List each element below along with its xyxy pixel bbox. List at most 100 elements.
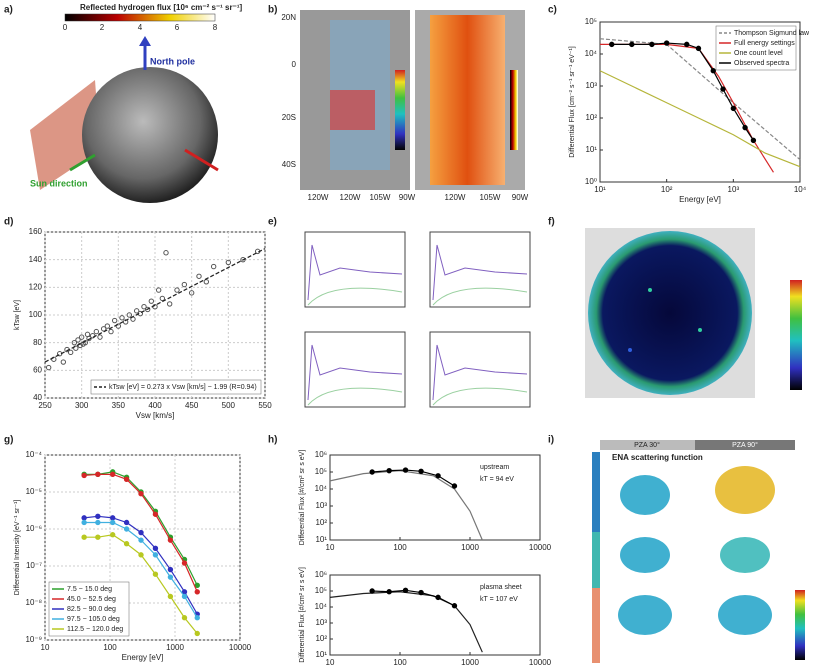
- curve: [433, 388, 527, 405]
- y-tick-label: 80: [33, 338, 42, 347]
- annotation: kT = 107 eV: [480, 596, 518, 603]
- data-point: [182, 594, 186, 598]
- blob: [715, 466, 775, 514]
- y-tick-label: 10⁴: [585, 49, 598, 58]
- data-point: [370, 470, 374, 474]
- figure: Reflected hydrogen flux [10⁶ cm⁻² s⁻¹ sr…: [0, 0, 826, 668]
- data-point: [711, 69, 715, 73]
- y-tick-label: 10⁻⁸: [26, 598, 43, 607]
- disk: [588, 231, 752, 395]
- data-point: [96, 472, 100, 476]
- data-point: [696, 46, 700, 50]
- legend-label: Full energy settings: [734, 40, 795, 47]
- data-point: [153, 546, 157, 550]
- x-tick-label: 10000: [529, 543, 552, 552]
- y-tick-label: 10²: [585, 113, 597, 122]
- data-point: [387, 468, 391, 472]
- series-line: [600, 71, 800, 167]
- y-tick-label: 10⁵: [585, 17, 597, 26]
- legend-label: Observed spectra: [734, 60, 789, 67]
- data-point: [156, 288, 160, 292]
- header: PZA 30°: [634, 441, 660, 449]
- data-point: [139, 553, 143, 557]
- side-bar: [592, 452, 600, 532]
- data-point: [82, 473, 86, 477]
- x-tick-label: 350: [112, 401, 126, 410]
- data-point: [182, 282, 186, 286]
- data-point: [168, 567, 172, 571]
- data-point: [182, 616, 186, 620]
- panel-label: g): [4, 435, 13, 446]
- subtitle: ENA scattering function: [612, 453, 703, 462]
- data-point: [168, 594, 172, 598]
- data-point: [96, 535, 100, 539]
- sun-label: Sun direction: [30, 178, 88, 188]
- data-point: [160, 296, 164, 300]
- data-point: [110, 516, 114, 520]
- panel-label: f): [548, 217, 555, 228]
- y-tick-label: 10⁵: [315, 467, 327, 476]
- data-point: [153, 572, 157, 576]
- data-point: [452, 484, 456, 488]
- colorbar-tick: 2: [100, 23, 105, 32]
- x-tick-label: 450: [185, 401, 199, 410]
- data-point: [139, 491, 143, 495]
- x-tick-label: 500: [222, 401, 236, 410]
- panel-b: 20N 0 20S 40S 120W 120W 105W 90W 120W 10…: [281, 10, 528, 202]
- x-tick-label: 550: [258, 401, 272, 410]
- data-point: [721, 87, 725, 91]
- data-point: [124, 527, 128, 531]
- y-tick-label: 10¹: [585, 145, 597, 154]
- data-point: [204, 280, 208, 284]
- y-tick-label: 10⁻⁶: [26, 524, 42, 533]
- data-point: [419, 590, 423, 594]
- annotation: upstream: [480, 464, 509, 471]
- colorbar-tick: 4: [138, 23, 143, 32]
- data-point: [751, 138, 755, 142]
- blob: [718, 595, 772, 635]
- y-tick-label: 10⁰: [585, 177, 597, 186]
- data-point: [630, 42, 634, 46]
- data-point: [110, 533, 114, 537]
- data-point: [403, 588, 407, 592]
- lon-label: 90W: [512, 193, 529, 202]
- y-tick-label: 10⁻⁹: [25, 635, 42, 644]
- map-right-colorbar: [510, 70, 518, 150]
- curve: [308, 288, 402, 305]
- curve: [308, 245, 402, 300]
- colorbar-tick: 0: [63, 23, 68, 32]
- series-line: [330, 471, 482, 540]
- data-point: [61, 360, 65, 364]
- x-tick-label: 300: [75, 401, 89, 410]
- curve: [433, 245, 527, 300]
- lon-label: 120W: [445, 193, 466, 202]
- data-point: [46, 365, 50, 369]
- x-tick-label: 1000: [461, 658, 479, 667]
- panel-label: a): [4, 5, 13, 16]
- x-tick-label: 10⁴: [794, 185, 807, 194]
- curve: [308, 388, 402, 405]
- map-left-colorbar: [395, 70, 405, 150]
- y-axis-label: Differential Flux [#/cm² sr s eV]: [299, 567, 306, 663]
- data-point: [153, 512, 157, 516]
- curve: [308, 345, 402, 400]
- y-tick-label: 120: [29, 282, 43, 291]
- y-tick-label: 10¹: [315, 650, 327, 659]
- y-tick-label: 10⁵: [315, 586, 327, 595]
- colorbar: [795, 590, 805, 660]
- y-tick-label: 40: [33, 393, 42, 402]
- data-point: [436, 474, 440, 478]
- panel-label: c): [548, 5, 557, 16]
- data-point: [94, 329, 98, 333]
- lon-label: 90W: [399, 193, 416, 202]
- data-point: [387, 590, 391, 594]
- data-point: [124, 520, 128, 524]
- lat-label: 20N: [281, 13, 296, 22]
- data-point: [370, 589, 374, 593]
- annotation: plasma sheet: [480, 584, 522, 591]
- x-tick-label: 400: [148, 401, 162, 410]
- data-point: [82, 520, 86, 524]
- data-point: [195, 631, 199, 635]
- data-point: [731, 106, 735, 110]
- data-point: [124, 542, 128, 546]
